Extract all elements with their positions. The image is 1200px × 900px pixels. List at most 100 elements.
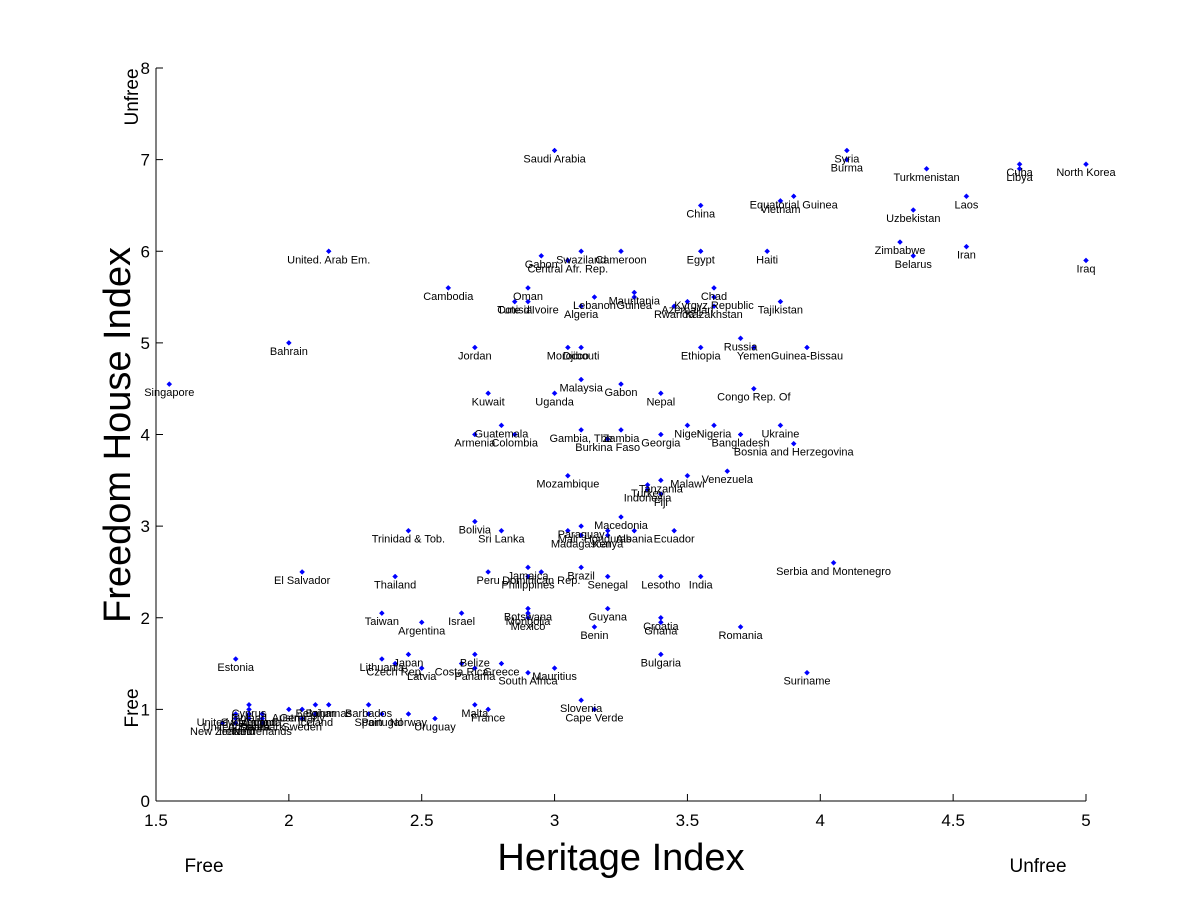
point-label: Russia (724, 341, 759, 353)
point-label: Guinea-Bissau (771, 350, 843, 362)
data-point (618, 514, 624, 520)
data-point (525, 669, 531, 676)
data-point (485, 706, 491, 713)
point-label: Laos (954, 199, 978, 211)
data-point (405, 527, 412, 534)
point-label: Cuba (1006, 167, 1033, 179)
data-point (618, 248, 624, 255)
data-point (525, 614, 531, 621)
point-label: Portugal (361, 717, 402, 729)
data-point (658, 477, 664, 484)
point-label: Iceland (298, 717, 333, 729)
point-label: Benin (580, 630, 608, 642)
point-label: Rwanda (654, 309, 695, 321)
data-point (804, 669, 810, 676)
point-label: Trinidad & Tob. (372, 534, 445, 546)
point-label: Tunisia (497, 305, 533, 317)
data-point (963, 193, 970, 200)
point-label: Indonesia (624, 492, 673, 504)
point-label: Swaziland (556, 254, 606, 266)
data-point (591, 624, 598, 630)
x-tick-label: 1.5 (144, 811, 168, 830)
data-point (525, 285, 531, 291)
x-tick-label: 4 (816, 811, 825, 830)
point-label: Tanzania (639, 483, 684, 495)
point-label: Niger (674, 428, 701, 440)
point-label: Armenia (454, 438, 496, 450)
data-point (684, 298, 691, 305)
data-point (724, 468, 731, 475)
data-point (764, 248, 770, 255)
data-point (777, 298, 784, 305)
data-point (737, 624, 744, 630)
data-point (790, 193, 797, 200)
data-point (472, 344, 478, 351)
data-point (578, 248, 584, 255)
point-label: Guinea (617, 300, 653, 312)
point-label: Zimbabwe (875, 245, 926, 257)
point-label: Mexico (511, 621, 546, 633)
point-label: Malta (461, 708, 489, 720)
point-label: South Africa (498, 676, 558, 688)
data-point (232, 720, 239, 726)
data-point (578, 697, 584, 704)
data-point (219, 720, 226, 726)
data-point (923, 165, 930, 172)
point-label: United. Arab Em. (287, 254, 370, 266)
data-point (405, 651, 412, 658)
point-label: Kyrgyz Republic (674, 300, 754, 312)
y-tick-label: 5 (141, 334, 150, 353)
data-point (910, 252, 917, 259)
point-label: Lesotho (641, 580, 680, 592)
data-point (684, 422, 691, 429)
point-label: Bahrain (270, 346, 308, 358)
point-label: Guyana (588, 612, 627, 624)
data-point (790, 440, 797, 447)
point-label: Czech Rep. (366, 667, 423, 679)
data-point (365, 711, 372, 717)
data-point (711, 294, 717, 300)
point-label: Venezuela (702, 474, 754, 486)
data-point (299, 706, 305, 713)
point-label: Lebanon (573, 300, 616, 312)
data-point (232, 656, 239, 662)
point-label: Zambia (603, 433, 641, 445)
data-point (525, 564, 531, 571)
point-label: China (686, 208, 716, 220)
point-label: Uganda (535, 396, 574, 408)
point-label: Ethiopia (681, 350, 722, 362)
data-point (777, 422, 784, 429)
plot-area (156, 68, 1086, 801)
point-label: Belgium (296, 708, 336, 720)
point-label: Bahamas (305, 708, 352, 720)
point-label: Madagascar (551, 538, 612, 550)
point-label: Macedonia (594, 520, 649, 532)
data-point (844, 156, 850, 163)
data-point (737, 335, 744, 342)
data-point (365, 701, 372, 708)
point-label: Taiwan (365, 616, 399, 628)
point-label: Colombia (491, 438, 538, 450)
data-point (525, 298, 531, 305)
point-label: Romania (719, 630, 764, 642)
data-point (737, 431, 744, 438)
point-label: Haiti (756, 254, 778, 266)
point-label: Vietnam (760, 204, 800, 216)
point-label: Nigeria (697, 428, 733, 440)
point-label: Gambia, The (549, 433, 612, 445)
data-point (538, 569, 545, 575)
point-label: Latvia (407, 671, 437, 683)
data-point (1016, 165, 1023, 172)
point-label: Croatia (643, 621, 679, 633)
point-label: Ukraine (761, 428, 799, 440)
x-low-label: Free (184, 856, 223, 877)
data-point (498, 660, 505, 667)
data-point (392, 573, 398, 580)
point-label: Senegal (588, 580, 628, 592)
point-label: Turkmenistan (893, 172, 959, 184)
data-point (565, 344, 571, 351)
point-label: Argentina (398, 625, 446, 637)
data-point (578, 303, 584, 310)
data-point (432, 715, 438, 722)
